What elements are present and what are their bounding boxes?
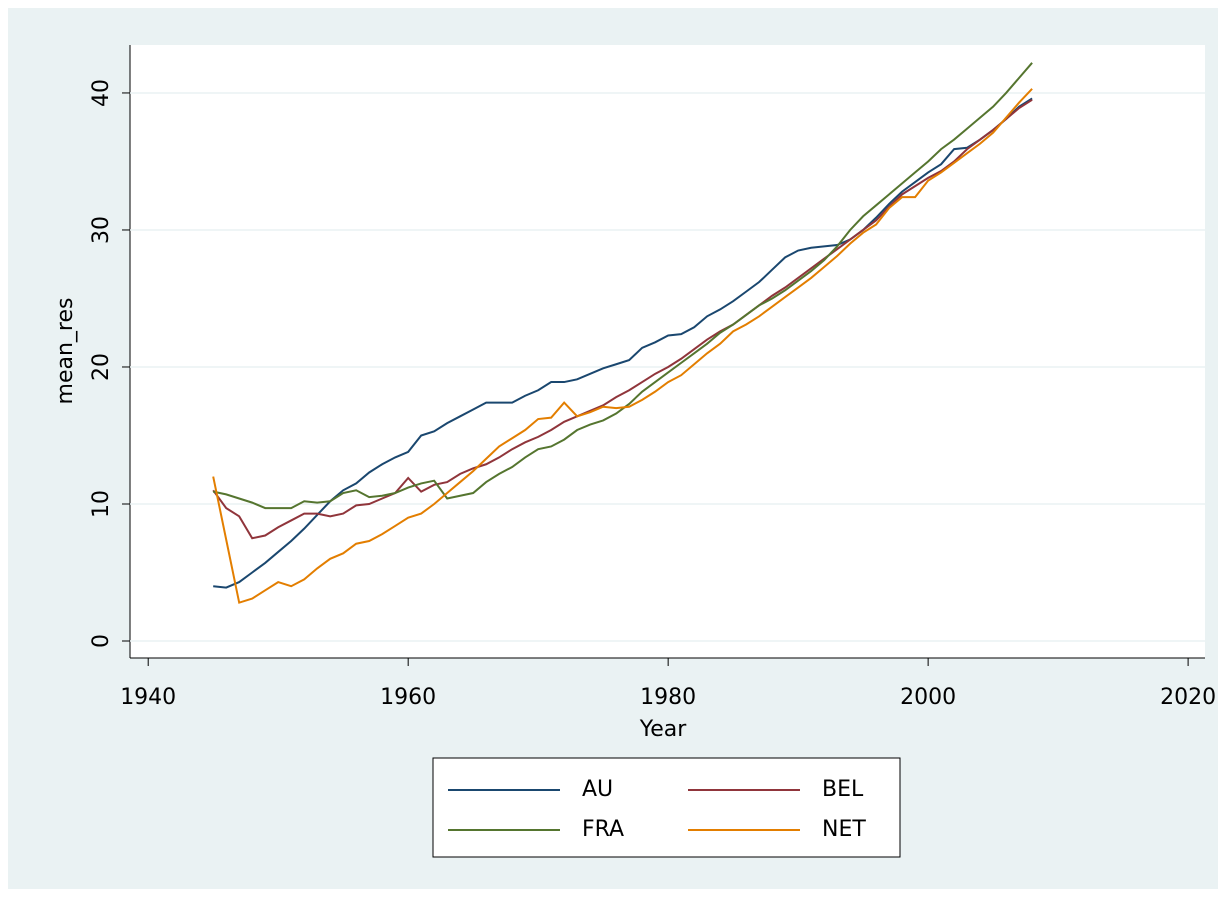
legend-label: NET — [822, 817, 866, 842]
legend — [432, 757, 901, 858]
series-line — [212, 98, 1033, 540]
series-line — [212, 62, 1033, 510]
legend-label: BEL — [822, 777, 864, 802]
series-line — [213, 97, 1033, 589]
x-axis-label: Year — [639, 717, 688, 742]
legend-label: AU — [582, 777, 613, 802]
x-tick-label: 1980 — [640, 685, 696, 710]
legend-label: FRA — [582, 817, 624, 842]
x-tick-label: 2020 — [1160, 685, 1216, 710]
x-tick-label: 2000 — [900, 685, 956, 710]
x-tick-label: 1960 — [380, 685, 436, 710]
y-tick-label: 0 — [89, 634, 114, 648]
x-tick-label: 1940 — [120, 685, 176, 710]
y-tick-label: 40 — [89, 79, 114, 107]
y-tick-label: 10 — [89, 490, 114, 518]
y-tick-label: 20 — [89, 353, 114, 381]
y-tick-label: 30 — [89, 216, 114, 244]
plot-area — [130, 45, 1205, 658]
series-line — [212, 88, 1033, 604]
y-axis-label: mean_res — [53, 298, 78, 405]
